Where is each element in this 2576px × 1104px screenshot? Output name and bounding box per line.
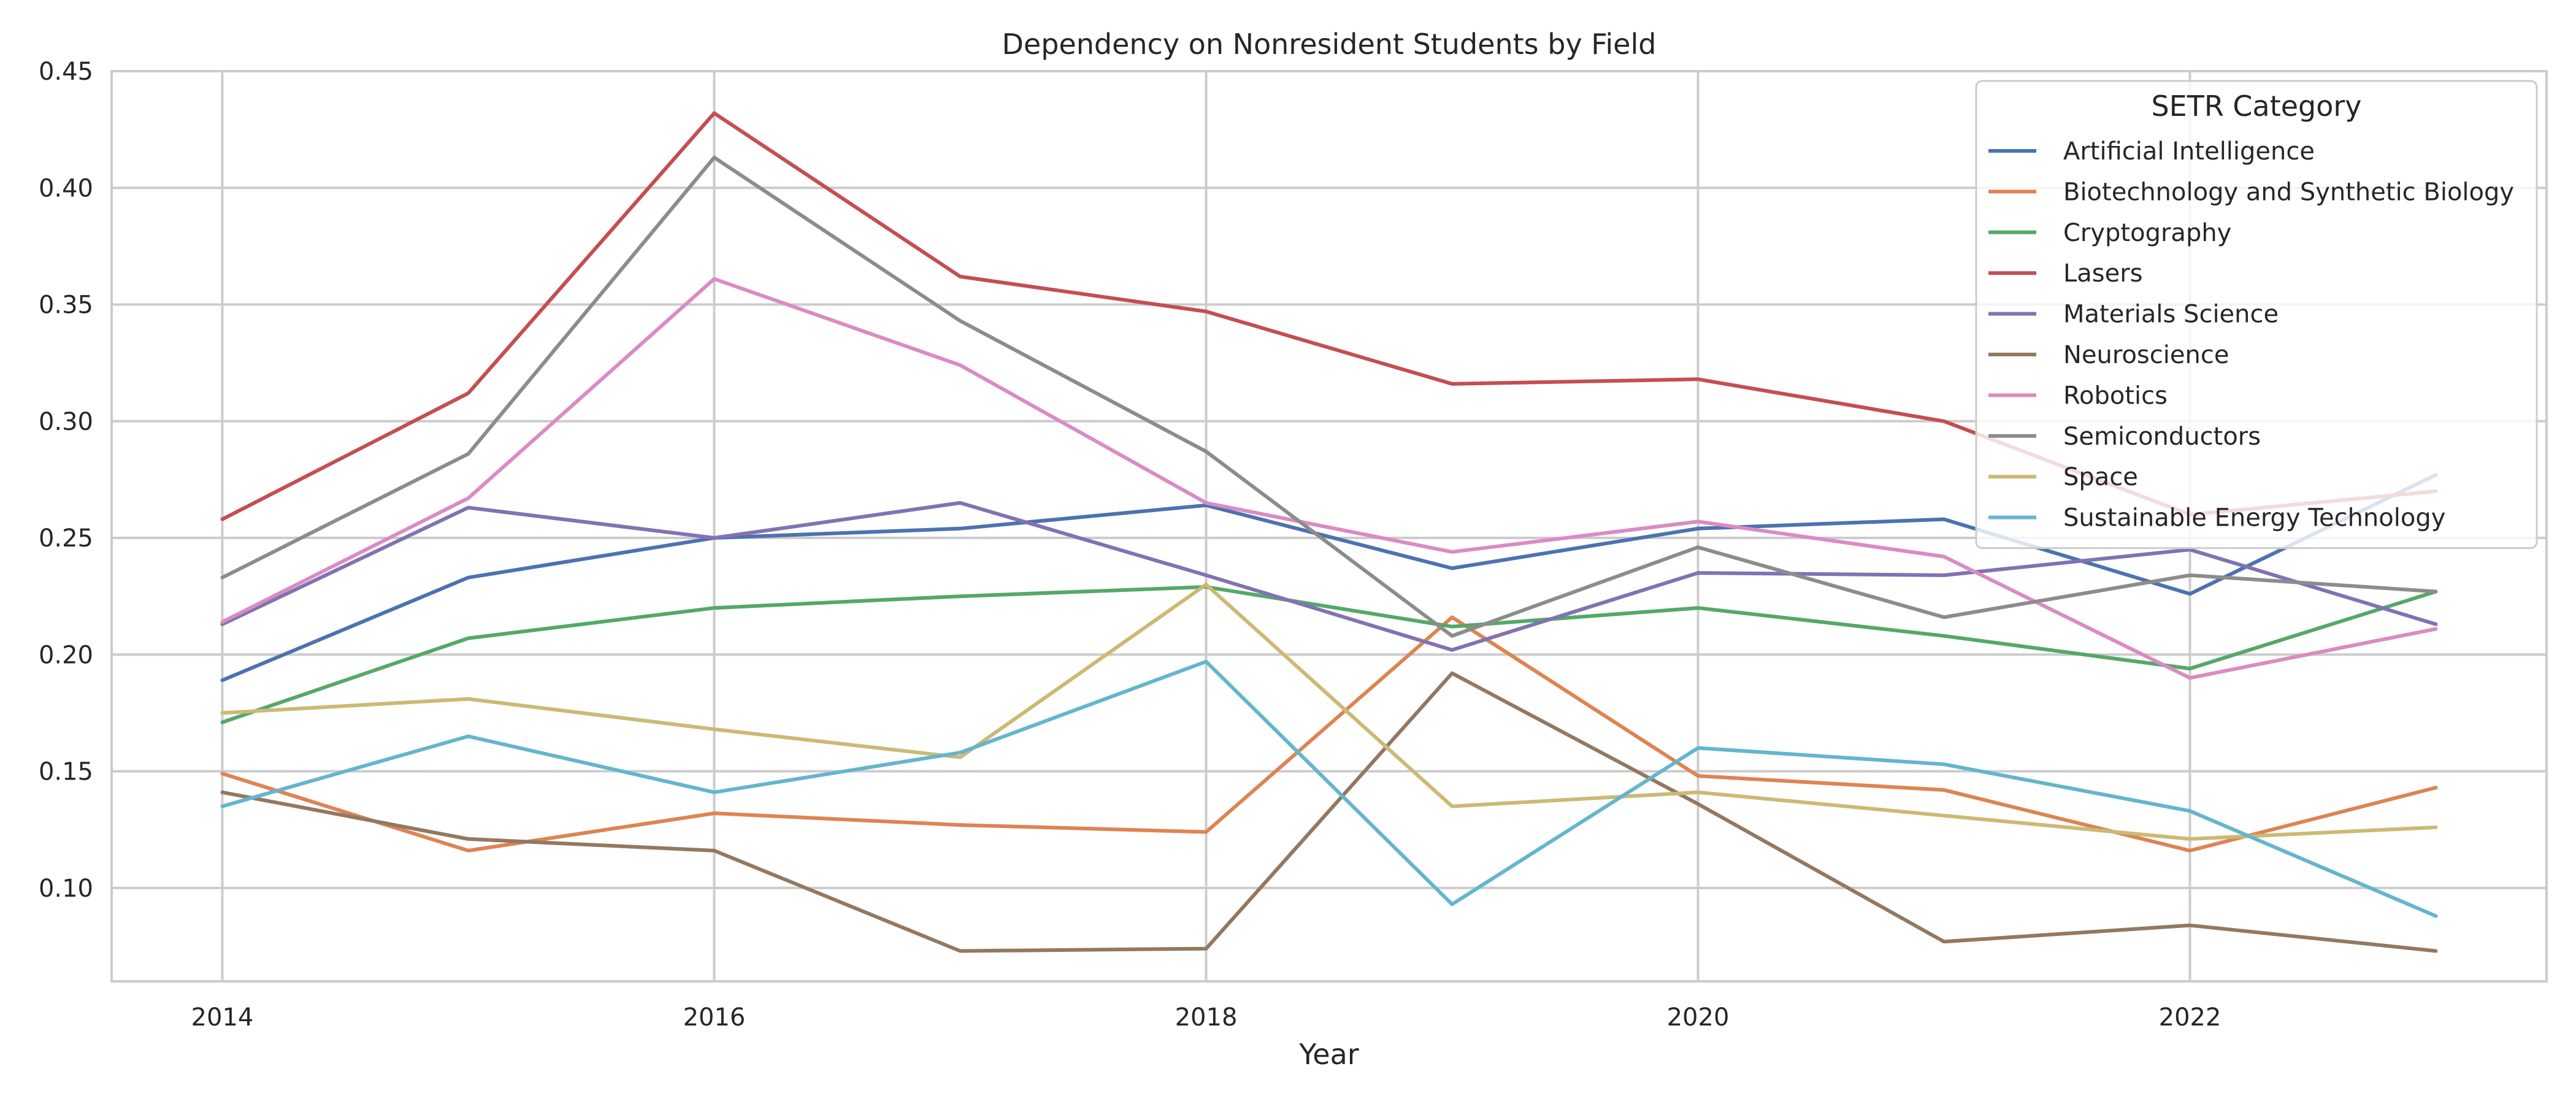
series-line-materials-science (220, 500, 2438, 652)
y-tick-label: 0.45 (39, 58, 93, 86)
y-tick-label: 0.15 (39, 758, 93, 786)
series-line-semiconductors (220, 155, 2438, 638)
y-tick-label: 0.20 (39, 641, 93, 669)
x-tick-label: 2022 (2159, 1003, 2221, 1032)
legend-entry-label: Sustainable Energy Technology (2063, 504, 2445, 532)
chart-title: Dependency on Nonresident Students by Fi… (1002, 28, 1657, 61)
series-line-artificial-intelligence (220, 473, 2438, 683)
series-line-robotics (220, 277, 2438, 680)
legend-entry-label: Neuroscience (2063, 341, 2229, 369)
legend-entry-label: Materials Science (2063, 301, 2279, 329)
legend-entry-label: Semiconductors (2063, 423, 2261, 451)
series-line-space (220, 583, 2438, 841)
legend-entry-label: Biotechnology and Synthetic Biology (2063, 178, 2514, 206)
y-axis-ticks: 0.10 0.15 0.20 0.25 0.30 0.35 0.40 0.45 (39, 58, 93, 903)
legend-title: SETR Category (2151, 90, 2361, 123)
x-tick-label: 2020 (1667, 1003, 1730, 1032)
y-tick-label: 0.30 (39, 408, 93, 436)
x-axis-ticks: 2014 2016 2018 2020 2022 (191, 1003, 2221, 1032)
series-line-cryptography (220, 585, 2438, 724)
x-tick-label: 2018 (1175, 1003, 1238, 1032)
legend-entry-label: Cryptography (2063, 219, 2231, 247)
x-tick-label: 2014 (191, 1003, 254, 1032)
y-tick-label: 0.35 (39, 291, 93, 320)
x-axis-label: Year (1298, 1038, 1359, 1071)
legend: SETR Category Artificial Intelligence Biot… (1975, 80, 2538, 550)
y-tick-label: 0.40 (39, 174, 93, 202)
plot-frame (110, 70, 2548, 983)
x-tick-label: 2016 (683, 1003, 746, 1032)
legend-entry-label: Lasers (2063, 259, 2143, 288)
series-line-biotechnology-and-synthetic-biology (220, 615, 2438, 853)
series-line-sustainable-energy-technology (220, 659, 2438, 918)
series-line-neuroscience (220, 671, 2438, 953)
legend-box (1975, 80, 2538, 550)
legend-entry-label: Artificial Intelligence (2063, 137, 2315, 166)
legend-entry-label: Space (2063, 463, 2138, 491)
legend-entry-label: Robotics (2063, 381, 2168, 410)
y-tick-label: 0.25 (39, 524, 93, 553)
y-tick-label: 0.10 (39, 875, 93, 903)
